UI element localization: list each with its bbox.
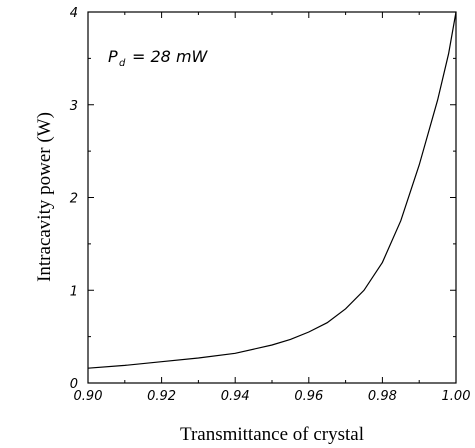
x-tick-labels: 0.90 0.92 0.94 0.96 0.98 1.00 bbox=[74, 389, 471, 404]
x-tick-label: 1.00 bbox=[442, 389, 471, 404]
y-tick-label: 4 bbox=[70, 6, 78, 21]
y-tick-label: 1 bbox=[70, 284, 78, 299]
annotation-symbol: P bbox=[108, 47, 118, 66]
annotation-subscript: d bbox=[119, 58, 126, 69]
y-axis-label: Intracavity power (W) bbox=[34, 112, 55, 282]
tick-marks bbox=[88, 12, 456, 383]
annotation-text: = 28 mW bbox=[132, 47, 209, 66]
x-tick-label: 0.92 bbox=[147, 389, 176, 404]
plot-frame bbox=[88, 12, 456, 383]
x-axis-label: Transmittance of crystal bbox=[180, 424, 364, 445]
y-tick-label: 2 bbox=[70, 192, 78, 207]
y-tick-label: 3 bbox=[70, 99, 78, 114]
x-tick-label: 0.94 bbox=[221, 389, 250, 404]
y-tick-label: 0 bbox=[70, 377, 78, 392]
x-tick-label: 0.96 bbox=[294, 389, 323, 404]
x-tick-label: 0.98 bbox=[368, 389, 397, 404]
y-tick-labels: 0 1 2 3 4 bbox=[70, 6, 78, 392]
